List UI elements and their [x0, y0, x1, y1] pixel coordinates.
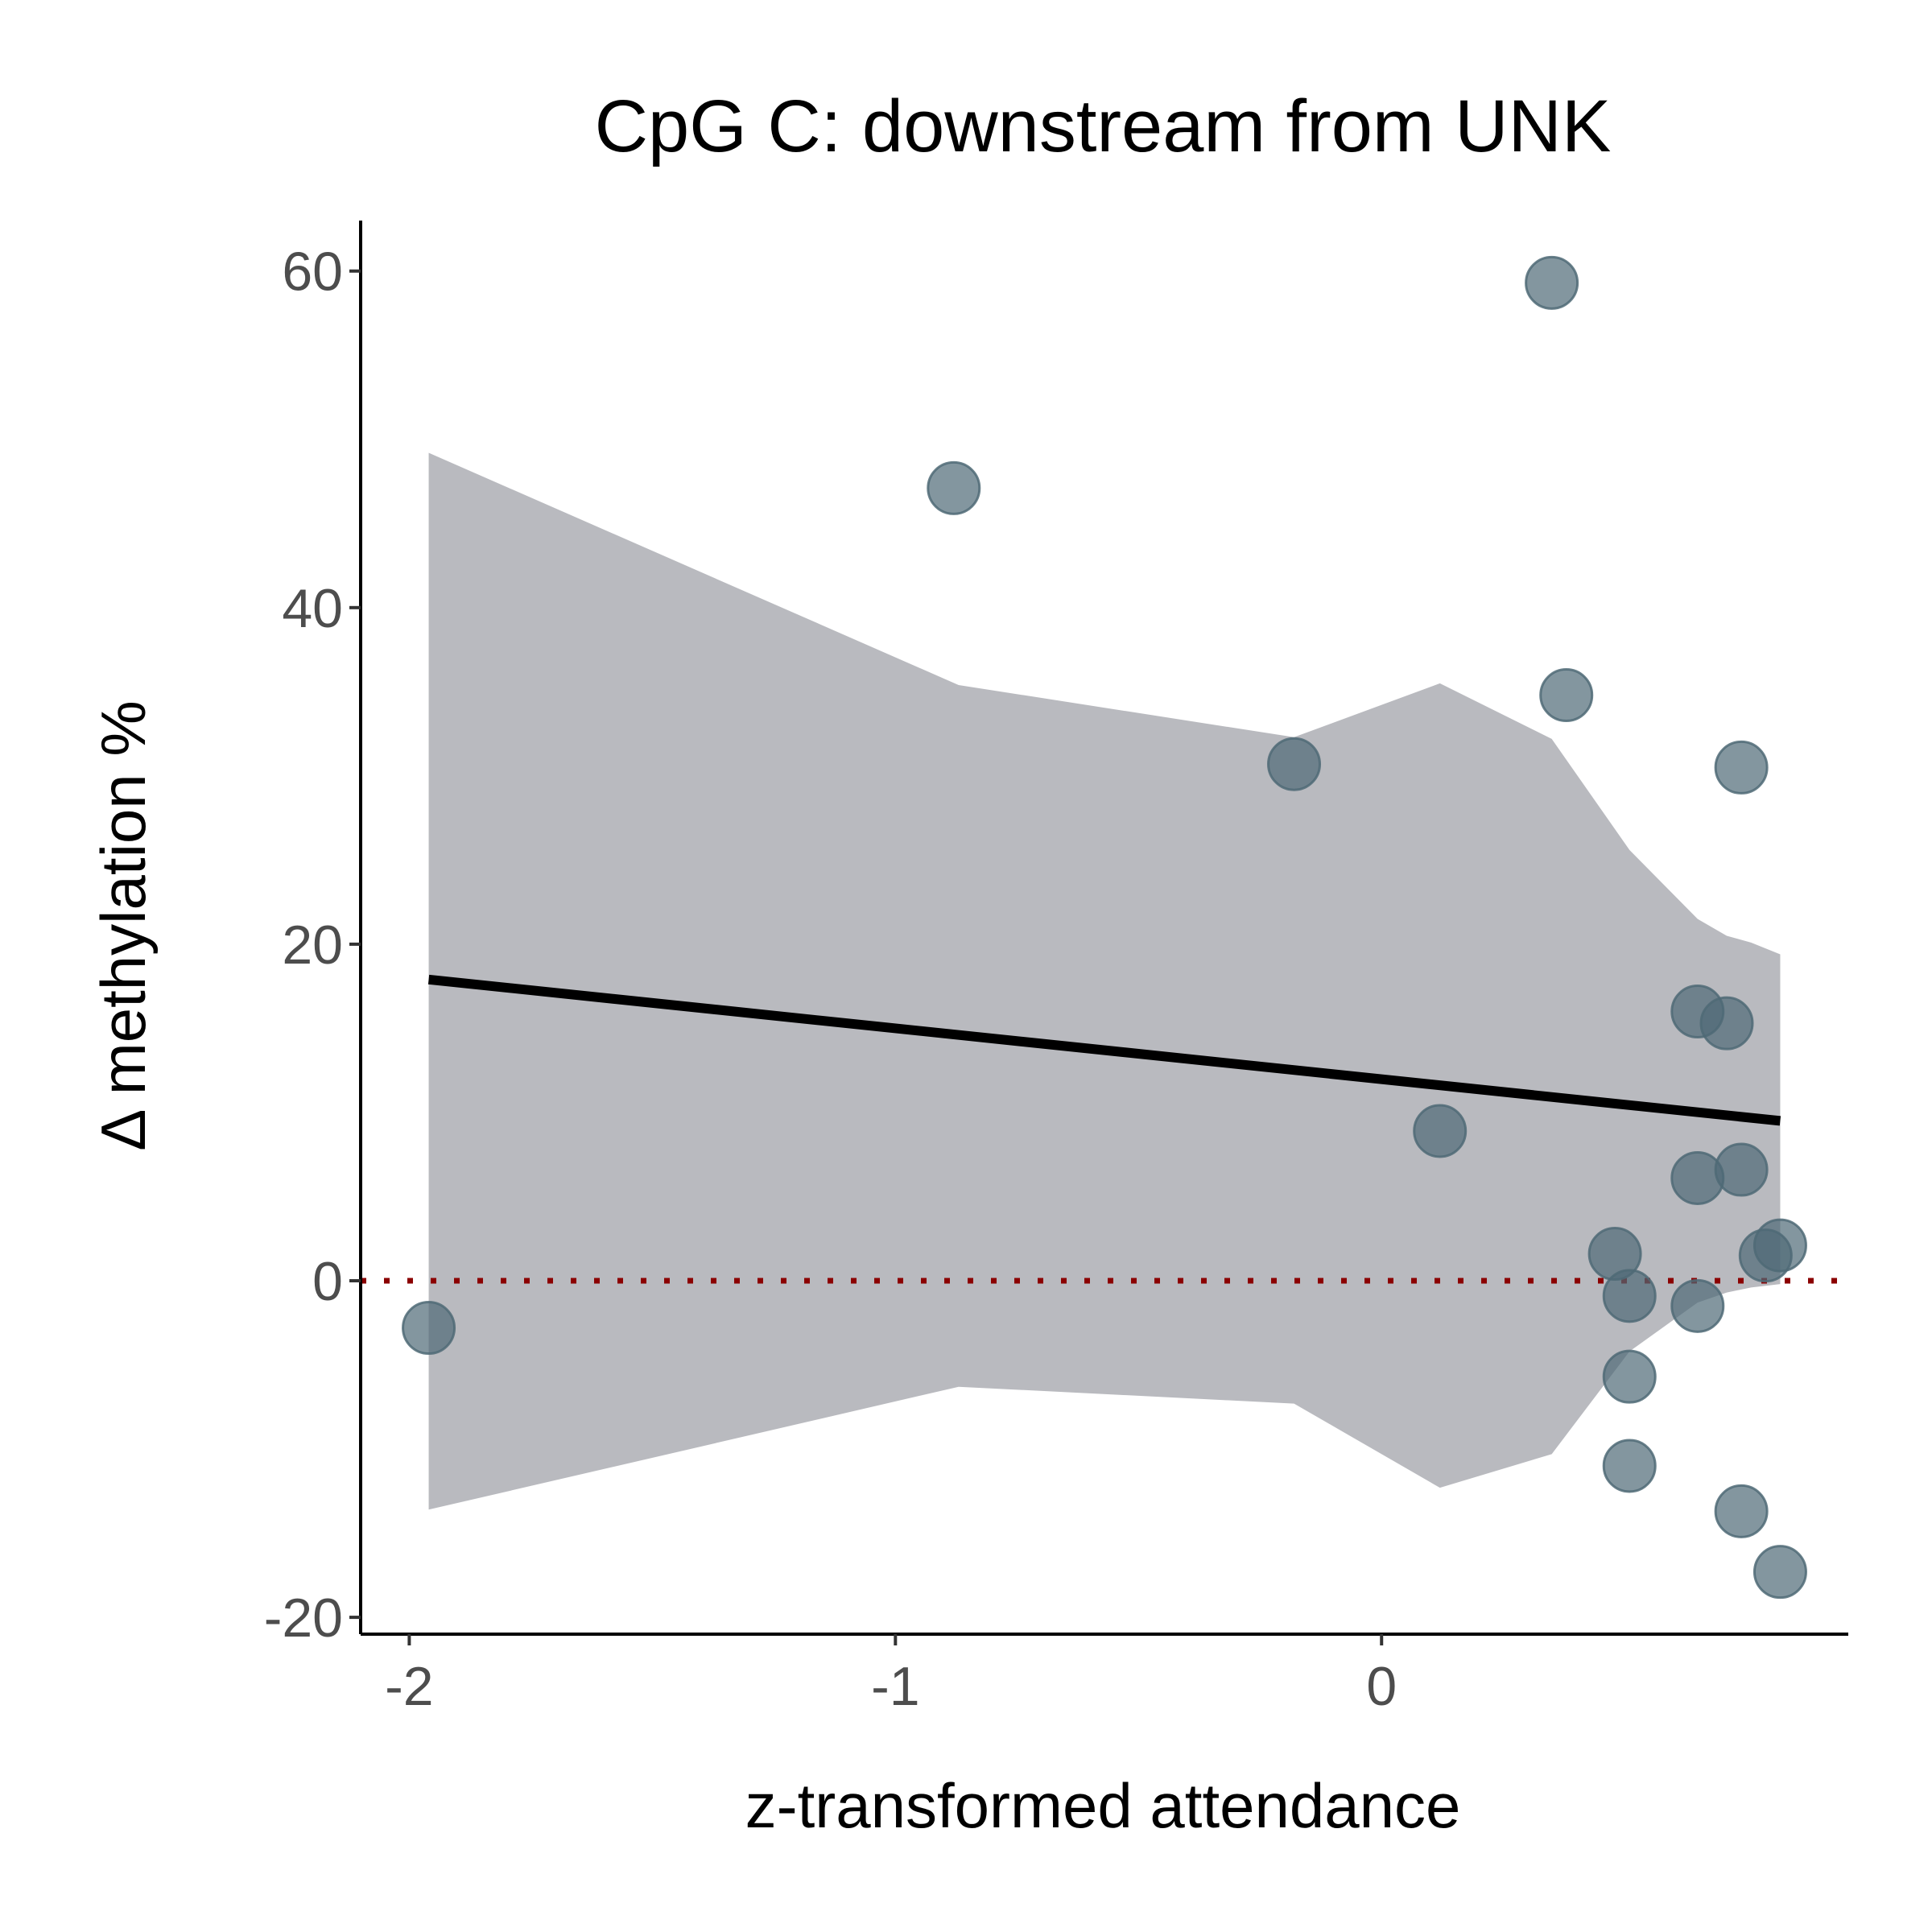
confidence-band: [428, 452, 1781, 1510]
data-point: [1714, 1142, 1769, 1197]
y-tick-label: 40: [282, 578, 343, 639]
data-point: [927, 460, 981, 515]
y-tick-label: 60: [282, 242, 343, 303]
data-point: [402, 1301, 456, 1356]
x-tick-label: -1: [871, 1656, 919, 1717]
data-point: [1670, 1150, 1725, 1205]
data-point: [1602, 1269, 1657, 1323]
data-point: [1602, 1349, 1657, 1404]
regression-line-layer: [427, 974, 1781, 1126]
y-tick-label: 0: [312, 1251, 343, 1312]
axes: -20 0 20 40 60 -2 -1 0: [264, 221, 1848, 1717]
y-axis-label: Δ methylation %: [88, 700, 159, 1150]
x-tick-label: 0: [1366, 1656, 1397, 1717]
chart-title: CpG C: downstream from UNK: [595, 85, 1612, 167]
confidence-band-layer: [428, 452, 1781, 1510]
y-tick-label: -20: [264, 1587, 343, 1649]
data-point: [1525, 255, 1579, 310]
data-point: [1267, 737, 1322, 791]
data-point: [1714, 740, 1769, 795]
data-point: [1752, 1545, 1807, 1600]
data-point: [1413, 1104, 1468, 1158]
data-point: [1699, 996, 1754, 1051]
data-point: [1752, 1218, 1807, 1273]
data-point: [1670, 1278, 1725, 1333]
points-layer: [402, 255, 1807, 1600]
data-point: [1714, 1484, 1769, 1538]
x-axis-label: z-transformed attendance: [745, 1770, 1461, 1841]
data-point: [1602, 1439, 1657, 1493]
data-point: [1539, 668, 1594, 723]
y-tick-label: 20: [282, 914, 343, 976]
plot-area: [361, 255, 1848, 1600]
x-tick-label: -2: [385, 1656, 433, 1717]
regression-line: [427, 974, 1781, 1126]
